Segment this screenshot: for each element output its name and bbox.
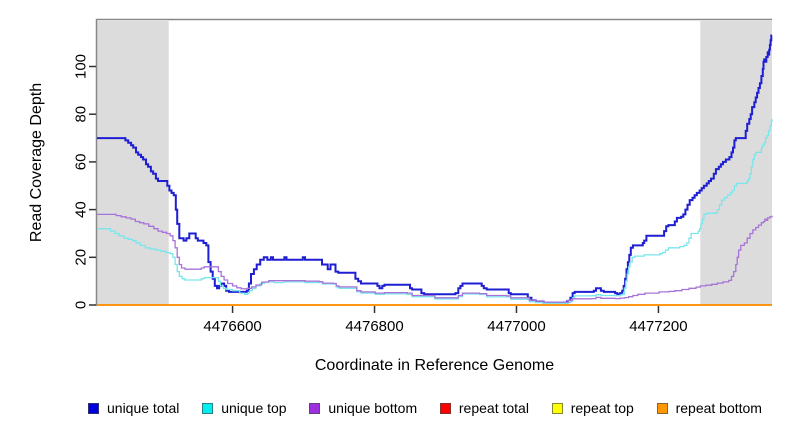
- legend-item-repeat-bottom: repeat bottom: [656, 400, 762, 416]
- x-tick-label: 4477200: [629, 318, 687, 335]
- legend-label-repeat-bottom: repeat bottom: [675, 400, 762, 416]
- y-tick-label: 20: [73, 249, 90, 266]
- legend-item-unique-bottom: unique bottom: [309, 400, 417, 416]
- legend-swatch-unique-bottom: [309, 402, 321, 414]
- legend-label-unique-total: unique total: [107, 400, 180, 416]
- legend-swatch-repeat-top: [551, 402, 563, 414]
- legend-swatch-repeat-bottom: [656, 402, 668, 414]
- legend-item-repeat-top: repeat top: [551, 400, 634, 416]
- legend-item-unique-top: unique top: [202, 400, 287, 416]
- legend-swatch-repeat-total: [439, 402, 451, 414]
- series-line-unique-total: [97, 34, 773, 304]
- legend-label-unique-top: unique top: [221, 400, 287, 416]
- y-tick-label: 60: [73, 154, 90, 171]
- y-tick-label: 100: [73, 54, 90, 79]
- x-axis-title: Coordinate in Reference Genome: [314, 357, 555, 374]
- legend-label-repeat-total: repeat total: [458, 400, 529, 416]
- legend-swatch-unique-top: [202, 402, 214, 414]
- x-tick-label: 4476600: [203, 318, 261, 335]
- legend-label-unique-bottom: unique bottom: [328, 400, 418, 416]
- x-tick-label: 4477000: [487, 318, 545, 335]
- y-axis-title: Read Coverage Depth: [28, 82, 45, 243]
- series-line-unique-bottom: [97, 213, 773, 303]
- legend-label-repeat-top: repeat top: [570, 400, 634, 416]
- shaded-region-left: [97, 21, 169, 305]
- x-tick-label: 4476800: [345, 318, 403, 335]
- legend-item-unique-total: unique total: [88, 400, 179, 416]
- y-tick-label: 40: [73, 201, 90, 218]
- legend-swatch-unique-total: [88, 402, 99, 414]
- coverage-plot-canvas: 0 20 40 60 80 100 4476600 4476800 4477000 4477200: [73, 18, 773, 335]
- series-line-unique-top: [97, 119, 773, 304]
- y-tick-label: 80: [73, 106, 90, 123]
- shaded-region-right: [700, 21, 772, 305]
- legend: unique total unique top unique bottom repea…: [88, 398, 762, 418]
- y-tick-label: 0: [73, 301, 90, 309]
- legend-item-repeat-total: repeat total: [439, 400, 529, 416]
